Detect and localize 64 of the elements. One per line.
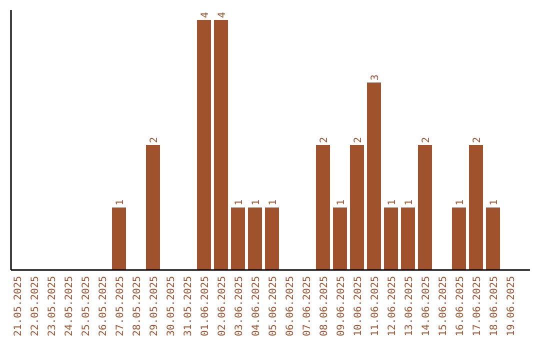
bar [248, 208, 262, 270]
x-tick-label: 18.06.2025 [489, 276, 500, 336]
x-tick-label: 04.06.2025 [251, 276, 262, 336]
data-label: 4 [200, 12, 211, 18]
x-tick-label: 17.06.2025 [472, 276, 483, 336]
x-tick-label: 26.05.2025 [98, 276, 109, 336]
bar [265, 208, 279, 270]
bar [384, 208, 398, 270]
bar [333, 208, 347, 270]
x-tick-label: 15.06.2025 [438, 276, 449, 336]
bar [214, 20, 228, 270]
data-label: 1 [336, 199, 347, 206]
x-tick-label: 11.06.2025 [370, 276, 381, 336]
x-tick-label: 25.05.2025 [81, 276, 92, 336]
bar [367, 82, 381, 270]
data-label: 1 [251, 199, 262, 206]
data-label: 1 [115, 199, 126, 206]
data-label: 1 [489, 199, 500, 206]
x-tick-label: 10.06.2025 [353, 276, 364, 336]
x-tick-label: 03.06.2025 [234, 276, 245, 336]
x-tick-label: 22.05.2025 [30, 276, 41, 336]
x-tick-label: 24.05.2025 [64, 276, 75, 336]
x-tick-label: 23.05.2025 [47, 276, 58, 336]
bar [146, 145, 160, 270]
x-tick-label: 30.05.2025 [166, 276, 177, 336]
data-label: 1 [455, 199, 466, 206]
x-tick-label: 07.06.2025 [302, 276, 313, 336]
data-label: 2 [472, 136, 483, 143]
x-tick-label: 19.06.2025 [506, 276, 517, 336]
bar [197, 20, 211, 270]
data-label: 1 [387, 199, 398, 206]
data-label: 1 [268, 199, 279, 206]
x-tick-label: 31.05.2025 [183, 276, 194, 336]
x-tick-label: 14.06.2025 [421, 276, 432, 336]
data-label: 2 [421, 136, 432, 143]
bar [401, 208, 415, 270]
bar [350, 145, 364, 270]
x-tick-label: 09.06.2025 [336, 276, 347, 336]
x-tick-label: 05.06.2025 [268, 276, 279, 336]
bar [112, 208, 126, 270]
bar [486, 208, 500, 270]
x-tick-label: 28.05.2025 [132, 276, 143, 336]
x-tick-label: 27.05.2025 [115, 276, 126, 336]
bar [418, 145, 432, 270]
data-label: 2 [319, 136, 330, 143]
bar [316, 145, 330, 270]
x-tick-label: 01.06.2025 [200, 276, 211, 336]
data-label: 1 [234, 199, 245, 206]
bar [452, 208, 466, 270]
x-tick-label: 13.06.2025 [404, 276, 415, 336]
data-label: 4 [217, 12, 228, 18]
x-tick-label: 06.06.2025 [285, 276, 296, 336]
x-tick-label: 29.05.2025 [149, 276, 160, 336]
data-label: 1 [404, 199, 415, 206]
x-tick-label: 02.06.2025 [217, 276, 228, 336]
x-tick-label: 16.06.2025 [455, 276, 466, 336]
data-label: 3 [370, 74, 381, 80]
x-tick-label: 08.06.2025 [319, 276, 330, 336]
x-tick-label: 21.05.2025 [13, 276, 24, 336]
bar [469, 145, 483, 270]
data-label: 2 [353, 136, 364, 143]
bar [231, 208, 245, 270]
x-tick-label: 12.06.2025 [387, 276, 398, 336]
data-label: 2 [149, 136, 160, 143]
